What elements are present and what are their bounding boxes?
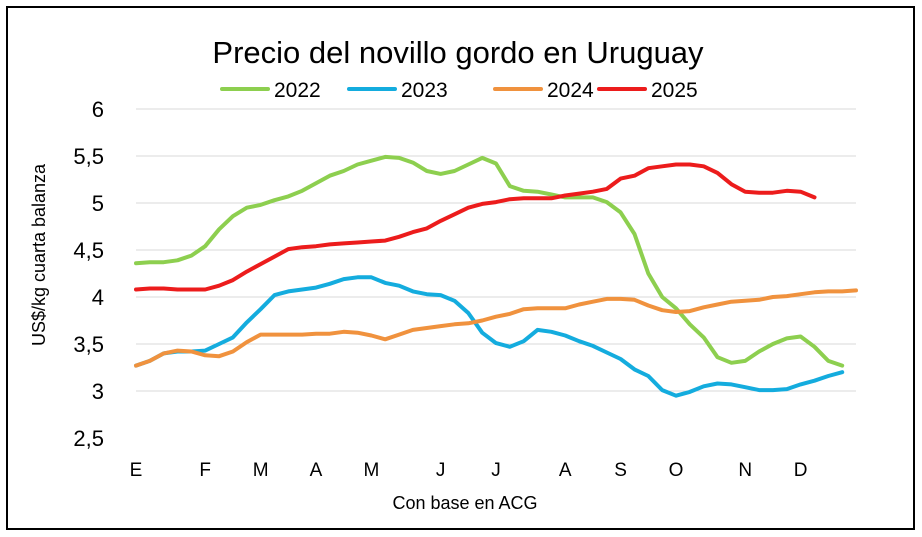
x-tick-label: N bbox=[738, 460, 752, 481]
series-line-2025 bbox=[134, 162, 817, 292]
x-tick-label: J bbox=[436, 460, 446, 481]
series-line-2023 bbox=[134, 275, 845, 398]
x-tick-label: A bbox=[559, 460, 572, 481]
legend: 2022 2023 2024 2025 bbox=[220, 79, 698, 102]
y-tick-label: 4 bbox=[92, 285, 104, 310]
x-axis-label: Con base en ACG bbox=[392, 493, 537, 513]
x-tick-label: E bbox=[130, 460, 143, 481]
y-tick-label: 5,5 bbox=[73, 144, 104, 169]
x-tick-label: D bbox=[794, 460, 808, 481]
chart-frame bbox=[6, 6, 915, 530]
y-tick-label: 2,5 bbox=[73, 426, 104, 451]
x-tick-label: O bbox=[669, 460, 684, 481]
y-tick-label: 6 bbox=[92, 97, 104, 122]
x-tick-label: F bbox=[199, 460, 211, 481]
series-lines bbox=[134, 154, 858, 398]
gridlines bbox=[136, 108, 856, 392]
y-tick-label: 3 bbox=[92, 379, 104, 404]
y-tick-label: 5 bbox=[92, 191, 104, 216]
y-axis-label: US$/kg cuarta balanza bbox=[29, 163, 49, 346]
y-tick-label: 3,5 bbox=[73, 332, 104, 357]
legend-label-2024: 2024 bbox=[547, 79, 594, 102]
series-line-2022 bbox=[134, 154, 845, 368]
chart-title: Precio del novillo gordo en Uruguay bbox=[212, 35, 704, 70]
x-tick-label: A bbox=[310, 460, 323, 481]
x-tick-label: J bbox=[491, 460, 501, 481]
x-tick-label: M bbox=[363, 460, 379, 481]
x-tick-label: M bbox=[253, 460, 269, 481]
y-axis-ticks: 2,5 3 3,5 4 4,5 5 5,5 6 bbox=[73, 97, 104, 451]
x-tick-label: S bbox=[614, 460, 627, 481]
legend-label-2022: 2022 bbox=[274, 79, 321, 102]
y-tick-label: 4,5 bbox=[73, 238, 104, 263]
legend-label-2025: 2025 bbox=[651, 79, 698, 102]
series-line-2024 bbox=[134, 288, 858, 368]
legend-label-2023: 2023 bbox=[401, 79, 448, 102]
